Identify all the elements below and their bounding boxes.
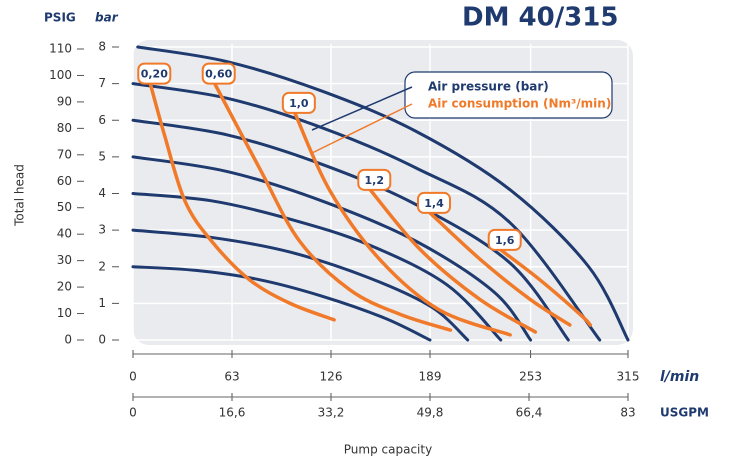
series-label: 0,20 xyxy=(141,68,168,81)
x2-tick-label: 33,2 xyxy=(318,406,345,420)
series-label-box xyxy=(281,91,316,114)
y2-tick-label: 3 xyxy=(98,223,106,237)
y2-tick-label: 0 xyxy=(98,333,106,347)
series-label-box xyxy=(487,228,522,251)
y2-tick-label: 2 xyxy=(98,259,106,273)
y-tick-label: 30 xyxy=(57,253,72,267)
legend-label: Air consumption (Nm³/min) xyxy=(428,97,611,111)
x-tick-label: 189 xyxy=(419,370,442,384)
x-tick-label: 253 xyxy=(519,370,542,384)
chart-title: DM 40/315 xyxy=(462,3,618,33)
series-line xyxy=(428,211,572,327)
series-line xyxy=(131,192,503,342)
x-tick-label: 0 xyxy=(129,370,137,384)
x2-tick-label: 16,6 xyxy=(219,406,246,420)
y2-tick-label: 4 xyxy=(98,186,106,200)
legend-label: Air pressure (bar) xyxy=(428,80,549,94)
y-axis-label: Total head xyxy=(13,164,27,227)
x-axis-label: Pump capacity xyxy=(344,443,432,457)
legend-leader xyxy=(311,86,413,131)
series-label-box xyxy=(357,168,392,191)
series-line xyxy=(131,265,432,342)
x2-tick-label: 66,4 xyxy=(516,406,543,420)
y-tick-label: 90 xyxy=(57,94,72,108)
series-label: 1,0 xyxy=(289,97,309,110)
y-tick-label: 110 xyxy=(49,42,72,56)
series-line xyxy=(498,248,593,327)
y2-tick-label: 1 xyxy=(98,296,106,310)
y2-unit: bar xyxy=(95,11,119,25)
x-unit: l/min xyxy=(660,369,699,385)
y-tick-label: 60 xyxy=(57,174,72,188)
x2-tick-label: 83 xyxy=(620,406,635,420)
series-label: 1,2 xyxy=(365,174,385,187)
series-label: 1,6 xyxy=(495,234,515,247)
y-tick-label: 70 xyxy=(57,147,72,161)
y-tick-label: 40 xyxy=(57,227,72,241)
legend-box xyxy=(404,71,613,119)
series-line xyxy=(212,81,453,332)
series-label-box xyxy=(137,62,172,85)
y2-tick-label: 7 xyxy=(98,76,106,90)
x2-tick-label: 49,8 xyxy=(417,406,444,420)
y-tick-label: 0 xyxy=(64,333,72,347)
series-label-box xyxy=(201,62,236,85)
x2-unit: USGPM xyxy=(660,406,709,420)
x-tick-label: 315 xyxy=(617,370,640,384)
series-line xyxy=(131,155,533,342)
y2-tick-label: 8 xyxy=(98,40,106,54)
y-tick-label: 50 xyxy=(57,200,72,214)
y-tick-label: 20 xyxy=(57,280,72,294)
series-label: 1,4 xyxy=(424,197,444,210)
series-line xyxy=(131,82,602,342)
series-label-box xyxy=(417,191,451,214)
y-tick-label: 80 xyxy=(57,121,72,135)
x2-tick-label: 0 xyxy=(129,406,137,420)
y-tick-label: 10 xyxy=(57,306,72,320)
y2-tick-label: 6 xyxy=(98,113,106,127)
y2-tick-label: 5 xyxy=(98,149,106,163)
y-tick-label: 100 xyxy=(49,68,72,82)
x-tick-label: 126 xyxy=(320,370,343,384)
series-line xyxy=(136,45,630,342)
series-line xyxy=(148,81,336,322)
x-tick-label: 63 xyxy=(224,370,239,384)
legend-leader xyxy=(311,103,413,154)
series-line xyxy=(293,111,512,337)
y-unit: PSIG xyxy=(44,11,76,25)
series-label: 0,60 xyxy=(205,68,232,81)
series-line xyxy=(368,188,538,334)
